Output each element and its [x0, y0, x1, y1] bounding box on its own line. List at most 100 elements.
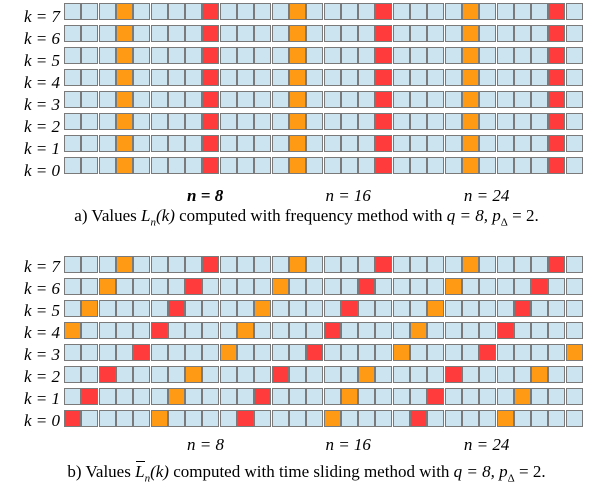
grid-cell	[323, 135, 341, 152]
grid-cell	[202, 366, 220, 383]
grid-cell	[531, 69, 549, 86]
grid-cell	[150, 113, 168, 130]
grid-cell	[479, 3, 497, 20]
row-label-k1: k = 1	[23, 389, 60, 408]
overline-l: L	[135, 461, 145, 481]
caption-b: b) Values Ln(k) computed with time slidi…	[67, 461, 546, 485]
grid-cell	[496, 25, 514, 42]
grid-cell	[548, 25, 566, 42]
grid-cell	[271, 366, 289, 383]
grid-cell	[237, 25, 254, 42]
grid-cell	[323, 410, 341, 427]
grid-cell	[237, 366, 254, 383]
grid-cell	[115, 135, 133, 152]
grid-cell	[427, 278, 445, 295]
grid-cell	[565, 388, 583, 405]
grid-cell	[133, 47, 151, 64]
grid-cell	[64, 366, 81, 383]
grid-cell	[306, 135, 324, 152]
grid-cell	[427, 300, 445, 317]
grid-cell	[185, 256, 203, 273]
grid-cell	[548, 69, 566, 86]
grid-cell	[548, 135, 566, 152]
grid-cell	[461, 366, 479, 383]
grid-cell	[392, 91, 410, 108]
grid-cell	[306, 113, 324, 130]
grid-cell	[254, 322, 272, 339]
grid-cell	[185, 25, 203, 42]
grid-cell	[64, 410, 81, 427]
grid-cell	[375, 322, 393, 339]
grid-cell	[461, 157, 479, 174]
grid-cell	[219, 69, 237, 86]
grid-cell	[288, 113, 306, 130]
grid-cell	[375, 47, 393, 64]
grid-cell	[306, 410, 324, 427]
grid-cell	[427, 113, 445, 130]
grid-cell	[115, 256, 133, 273]
grid-cell	[531, 47, 549, 64]
n-label-16: n = 16	[325, 186, 371, 205]
grid-cell	[219, 135, 237, 152]
grid-cell	[392, 3, 410, 20]
grid-cell	[150, 300, 168, 317]
grid-cell	[340, 366, 358, 383]
grid-cell	[427, 366, 445, 383]
grid-cell	[98, 157, 116, 174]
grid-cell	[427, 410, 445, 427]
grid-cell	[410, 300, 427, 317]
grid-cell	[565, 300, 583, 317]
grid-cell	[237, 69, 254, 86]
grid-cell	[271, 157, 289, 174]
grid-cell	[375, 344, 393, 361]
grid-cell	[565, 69, 583, 86]
grid-cell	[98, 410, 116, 427]
grid-cell	[444, 410, 462, 427]
grid-cell	[219, 157, 237, 174]
grid-cell	[254, 366, 272, 383]
grid-cell	[185, 322, 203, 339]
grid-cell	[185, 47, 203, 64]
grid-cell	[531, 322, 549, 339]
grid-cell	[479, 300, 497, 317]
grid-cell	[133, 344, 151, 361]
grid-cell	[513, 410, 531, 427]
grid-cell	[513, 366, 531, 383]
grid-cell	[340, 322, 358, 339]
grid-cell	[115, 3, 133, 20]
grid-cell	[548, 366, 566, 383]
grid-cell	[167, 157, 185, 174]
grid-cell	[133, 113, 151, 130]
grid-cell	[64, 91, 81, 108]
grid-cell	[375, 300, 393, 317]
grid-cell	[271, 91, 289, 108]
grid-cell	[150, 256, 168, 273]
grid-cell	[496, 322, 514, 339]
grid-cell	[81, 366, 99, 383]
grid-cell	[496, 366, 514, 383]
grid-cell	[271, 344, 289, 361]
row-label-k2: k = 2	[23, 367, 60, 386]
grid-cell	[115, 388, 133, 405]
grid-cell	[410, 25, 427, 42]
grid-cell	[392, 322, 410, 339]
grid-cell	[548, 278, 566, 295]
grid-cell	[254, 135, 272, 152]
grid-cell	[323, 3, 341, 20]
grid-cell	[271, 410, 289, 427]
grid-cell	[167, 344, 185, 361]
grid-cell	[513, 91, 531, 108]
grid-cell	[461, 135, 479, 152]
grid-cell	[306, 256, 324, 273]
grid-cell	[565, 366, 583, 383]
grid-cell	[565, 47, 583, 64]
grid-cell	[340, 410, 358, 427]
grid-cell	[461, 47, 479, 64]
grid-cell	[288, 25, 306, 42]
grid-cell	[410, 47, 427, 64]
grid-cell	[288, 366, 306, 383]
grid-cell	[392, 47, 410, 64]
grid-cell	[340, 47, 358, 64]
grid-cell	[461, 113, 479, 130]
grid-cell	[64, 69, 81, 86]
